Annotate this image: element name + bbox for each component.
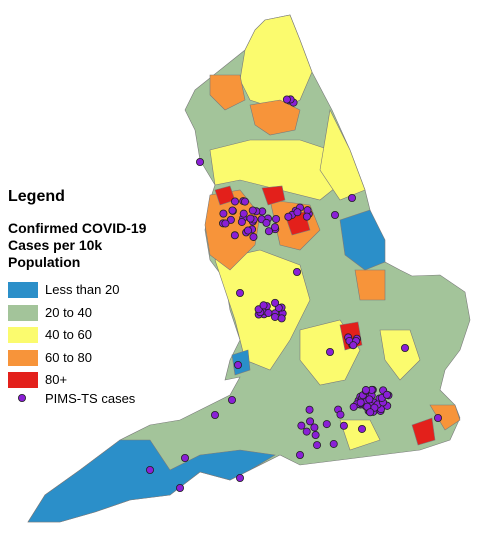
pims-point — [235, 288, 244, 297]
pims-point — [311, 431, 320, 440]
legend-label: 80+ — [45, 372, 68, 387]
pims-point — [349, 402, 358, 411]
pims-point — [243, 226, 252, 235]
pims-point — [235, 473, 244, 482]
legend-label: PIMS-TS cases — [45, 391, 136, 406]
pims-point — [310, 423, 319, 432]
pims-point — [329, 439, 338, 448]
pims-point — [302, 212, 311, 221]
legend-swatch — [8, 282, 38, 298]
pims-point — [349, 341, 358, 350]
pims-point — [228, 206, 237, 215]
pims-point — [227, 395, 236, 404]
pims-point — [264, 308, 273, 317]
pims-point — [221, 219, 230, 228]
region-red — [411, 417, 436, 446]
pims-point — [239, 209, 248, 218]
legend-label: 60 to 80 — [45, 349, 92, 365]
pims-point — [271, 298, 280, 307]
pims-point — [400, 343, 409, 352]
region-orange — [209, 74, 246, 111]
pims-points — [145, 95, 442, 492]
region-red — [261, 185, 286, 206]
region-orange — [204, 189, 261, 271]
pims-point — [272, 214, 281, 223]
region-orange — [354, 269, 386, 301]
pims-point — [313, 441, 322, 450]
pims-point — [284, 212, 293, 221]
legend-label: 40 to 60 — [45, 327, 92, 342]
pims-point — [356, 398, 365, 407]
pims-point — [210, 410, 219, 419]
pims-point — [259, 301, 268, 310]
legend-swatch — [8, 349, 38, 366]
legend-swatch — [8, 304, 38, 321]
pims-point — [306, 417, 315, 426]
pims-point — [325, 347, 334, 356]
pims-point — [365, 395, 374, 404]
pims-point — [195, 157, 204, 166]
pims-point — [264, 227, 273, 236]
pims-point — [282, 95, 291, 104]
pims-point — [302, 427, 311, 436]
pims-point — [175, 483, 184, 492]
pims-point — [180, 453, 189, 462]
pims-point — [262, 218, 271, 227]
legend-title: Legend — [8, 188, 65, 205]
pims-point — [246, 214, 255, 223]
pims-point — [382, 390, 391, 399]
region-blue — [339, 209, 386, 271]
pims-point — [339, 421, 348, 430]
region-orange — [249, 99, 301, 136]
pims-point — [322, 420, 331, 429]
pims-point — [336, 410, 345, 419]
region-yellow — [209, 139, 346, 201]
pims-point — [366, 408, 375, 417]
pims-point — [241, 197, 250, 206]
pims-point — [231, 197, 240, 206]
region-blue — [27, 439, 276, 523]
pims-point — [357, 424, 366, 433]
region-yellow — [339, 419, 381, 451]
pims-point — [219, 209, 228, 218]
pims-point — [270, 223, 279, 232]
pims-point — [271, 312, 280, 321]
legend-swatch — [8, 372, 38, 388]
pims-point — [277, 314, 286, 323]
pims-point — [347, 193, 356, 202]
pims-point — [297, 421, 306, 430]
pims-point — [292, 267, 301, 276]
pims-point — [433, 413, 442, 422]
pims-point — [226, 215, 235, 224]
pims-point — [230, 231, 239, 240]
pims-point — [17, 393, 26, 402]
pims-point — [237, 217, 246, 226]
region-orange — [429, 404, 461, 431]
pims-point — [305, 405, 314, 414]
pims-point — [330, 210, 339, 219]
pims-point — [145, 465, 154, 474]
legend-swatch — [8, 327, 38, 343]
pims-point — [361, 386, 370, 395]
pims-point — [293, 208, 302, 217]
legend-label: 20 to 40 — [45, 304, 92, 320]
pims-point — [295, 450, 304, 459]
legend-label: Less than 20 — [45, 282, 120, 297]
pims-point — [249, 232, 258, 241]
legend-subtitle: Confirmed COVID-19 Cases per 10k Populat… — [8, 220, 147, 270]
pims-point — [233, 360, 242, 369]
region-yellow — [239, 14, 313, 111]
pims-point — [248, 206, 257, 215]
region-yellow — [379, 329, 421, 381]
